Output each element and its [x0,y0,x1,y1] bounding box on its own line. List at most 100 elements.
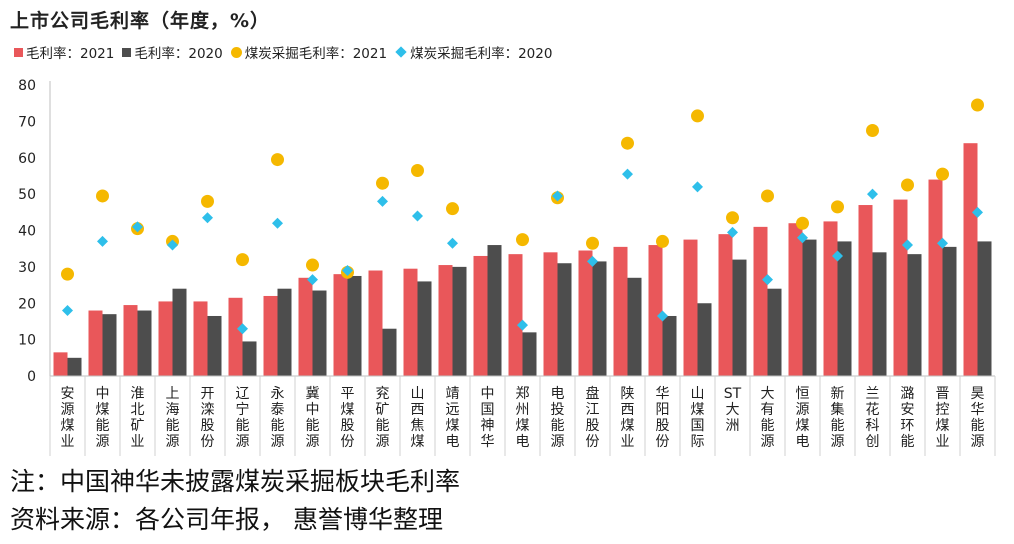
bar-gm-2021 [508,254,523,376]
footnote: 注：中国神华未披露煤炭采掘板块毛利率 [10,467,461,496]
y-tick-label: 30 [18,260,36,276]
dot-coal-2021 [726,211,739,225]
dot-coal-2021 [306,258,319,272]
x-tick-label: 新集能源 [831,386,845,450]
diamond-coal-2020 [762,274,773,286]
bar-gm-2021 [753,226,768,376]
y-tick-label: 0 [27,369,36,385]
legend-item-gm-2020: 毛利率：2020 [122,42,223,62]
bar-gm-2020 [837,241,852,376]
diamond-coal-2020 [692,181,703,193]
y-tick-label: 20 [18,296,36,312]
x-tick-label: 山西焦煤 [411,386,425,450]
bar-gm-2020 [242,341,257,376]
x-tick-label: 永泰能源 [271,386,285,450]
legend-swatch-coal-2021 [230,46,242,58]
bar-gm-2021 [298,277,313,376]
bar-gm-2020 [522,332,537,376]
bar-gm-2020 [942,246,957,376]
bar-gm-2021 [193,301,208,376]
x-tick-label: 晋控煤业 [936,386,950,450]
diamond-coal-2020 [307,274,318,286]
bar-gm-2020 [977,241,992,376]
bar-gm-2021 [683,239,698,376]
bar-gm-2020 [627,277,642,376]
bar-gm-2020 [137,310,152,376]
x-tick-label: 华阳股份 [656,386,670,450]
bar-gm-2021 [613,246,628,376]
x-tick-label: 恒源煤电 [796,386,810,450]
legend-item-coal-2021: 煤炭采掘毛利率：2021 [230,42,388,62]
bar-gm-2020 [452,266,467,376]
diamond-coal-2020 [377,195,388,207]
dot-coal-2021 [201,194,214,208]
x-tick-label: 安源煤业 [61,386,75,450]
legend: 毛利率：2021 毛利率：2020 煤炭采掘毛利率：2021 煤炭采掘毛利率：2… [14,42,552,62]
x-tick-label: 兰花科创 [866,386,880,450]
bar-gm-2020 [382,328,397,376]
bar-gm-2020 [172,288,187,376]
chart-title: 上市公司毛利率（年度，%） [10,10,271,32]
dot-coal-2021 [831,200,844,214]
legend-item-coal-2020: 煤炭采掘毛利率：2020 [395,42,552,62]
diamond-coal-2020 [447,237,458,249]
x-tick-label: ST 大洲 [724,386,742,434]
diamond-coal-2020 [412,210,423,222]
bar-gm-2021 [53,352,68,376]
diamond-coal-2020 [622,168,633,180]
x-tick-label: 电投能源 [551,386,565,450]
x-tick-label: 淮北矿业 [131,386,145,450]
diamond-coal-2020 [937,237,948,249]
dot-coal-2021 [621,136,634,150]
bar-gm-2021 [88,310,103,376]
x-tick-label: 冀中能源 [306,386,320,450]
dot-coal-2021 [61,267,74,281]
diamond-coal-2020 [867,188,878,200]
bar-gm-2020 [907,254,922,376]
y-tick-label: 50 [18,187,36,203]
bar-gm-2020 [872,252,887,376]
bar-gm-2021 [893,199,908,376]
diamond-coal-2020 [797,232,808,244]
legend-label-coal-2021: 煤炭采掘毛利率：2021 [244,46,388,62]
bar-gm-2020 [592,261,607,376]
dot-coal-2021 [866,123,879,137]
legend-swatch-gm-2020 [122,47,132,57]
dot-coal-2021 [936,167,949,181]
dot-coal-2021 [516,233,529,247]
dot-coal-2021 [656,234,669,248]
dot-coal-2021 [901,178,914,192]
bar-gm-2021 [473,255,488,376]
bar-gm-2021 [648,245,663,376]
dot-coal-2021 [691,109,704,123]
x-tick-label: 郑州煤电 [516,386,530,450]
dot-coal-2021 [411,163,424,177]
diamond-coal-2020 [237,323,248,335]
bar-gm-2020 [732,259,747,376]
diamond-coal-2020 [62,305,73,317]
x-tick-label: 开滦股份 [201,386,215,450]
y-tick-label: 60 [18,151,36,167]
bar-gm-2020 [312,290,327,376]
y-tick-label: 70 [18,114,36,130]
x-tick-label: 中国神华 [481,386,495,450]
bar-gm-2021 [788,223,803,376]
bar-gm-2020 [557,263,572,376]
bar-gm-2020 [67,357,82,376]
bar-gm-2021 [858,205,873,376]
bar-gm-2021 [333,274,348,376]
diamond-coal-2020 [342,265,353,277]
dot-coal-2021 [236,253,249,267]
bar-gm-2020 [697,303,712,376]
bar-gm-2021 [578,250,593,376]
bar-gm-2020 [207,315,222,376]
x-tick-label: 盘江股份 [586,385,600,450]
diamond-coal-2020 [657,310,668,322]
diamond-coal-2020 [202,212,213,224]
diamond-coal-2020 [972,206,983,218]
source-note: 资料来源：各公司年报， 惠誉博华整理 [10,505,443,534]
diamond-coal-2020 [902,239,913,251]
dot-coal-2021 [796,216,809,230]
diamond-coal-2020 [132,221,143,233]
legend-swatch-gm-2021 [14,47,23,57]
